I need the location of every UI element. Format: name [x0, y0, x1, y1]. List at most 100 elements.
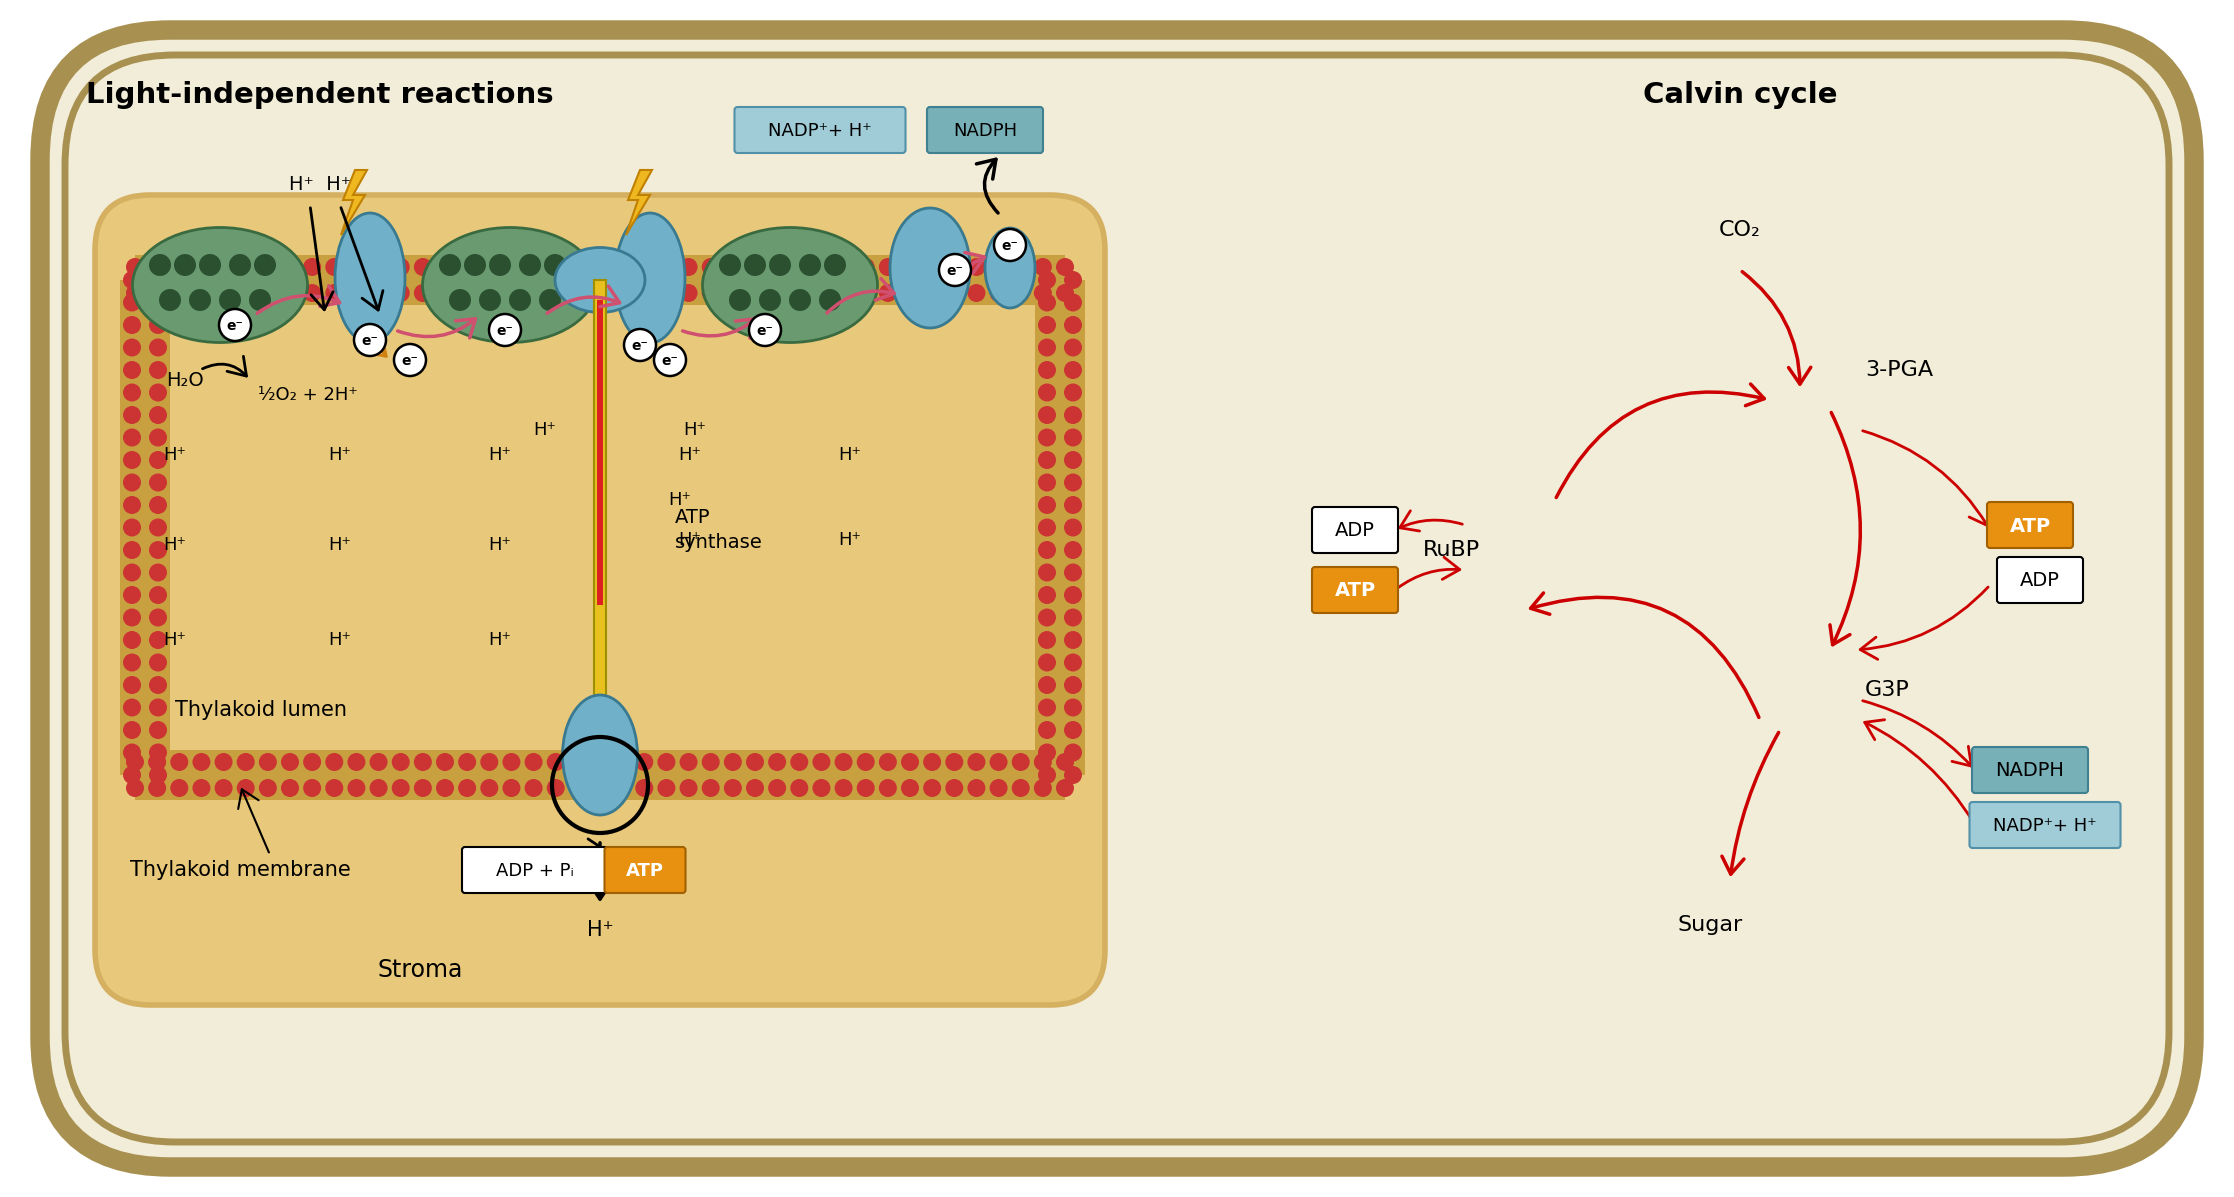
Circle shape [125, 284, 143, 302]
Circle shape [655, 344, 686, 376]
Circle shape [1063, 518, 1081, 536]
Circle shape [458, 284, 476, 302]
Circle shape [413, 259, 431, 277]
Circle shape [1012, 259, 1030, 277]
Circle shape [612, 284, 632, 302]
Text: Sugar: Sugar [1678, 915, 1743, 935]
Circle shape [679, 284, 697, 302]
Circle shape [281, 779, 299, 797]
Circle shape [369, 284, 386, 302]
Circle shape [1039, 631, 1057, 649]
Text: G3P: G3P [1865, 680, 1910, 700]
Circle shape [856, 779, 876, 797]
FancyBboxPatch shape [1311, 567, 1398, 613]
Circle shape [990, 779, 1008, 797]
Circle shape [900, 753, 918, 771]
Text: H⁺  H⁺: H⁺ H⁺ [288, 176, 351, 194]
Circle shape [458, 779, 476, 797]
Circle shape [150, 608, 168, 626]
Circle shape [1063, 564, 1081, 582]
Circle shape [123, 721, 141, 739]
Circle shape [657, 284, 675, 302]
Circle shape [923, 284, 941, 302]
Circle shape [255, 254, 277, 277]
Bar [134, 255, 1066, 305]
Circle shape [413, 284, 431, 302]
Circle shape [679, 779, 697, 797]
Ellipse shape [554, 248, 646, 312]
Circle shape [612, 779, 632, 797]
Circle shape [326, 259, 344, 277]
Ellipse shape [614, 213, 686, 344]
Circle shape [856, 259, 876, 277]
Text: ATP: ATP [626, 862, 663, 880]
Circle shape [503, 779, 521, 797]
Text: H⁺: H⁺ [163, 446, 185, 464]
FancyBboxPatch shape [96, 195, 1106, 1005]
Circle shape [349, 753, 366, 771]
Circle shape [326, 284, 344, 302]
Text: H⁺: H⁺ [163, 536, 185, 554]
Circle shape [634, 753, 652, 771]
FancyBboxPatch shape [40, 30, 2194, 1167]
Circle shape [1063, 293, 1081, 311]
Circle shape [768, 259, 786, 277]
Circle shape [1039, 721, 1057, 739]
Circle shape [150, 293, 168, 311]
Circle shape [391, 779, 409, 797]
Circle shape [190, 288, 210, 311]
Circle shape [259, 259, 277, 277]
Circle shape [623, 329, 657, 361]
Text: ADP: ADP [1336, 522, 1374, 541]
FancyBboxPatch shape [462, 847, 608, 893]
Circle shape [150, 541, 168, 559]
Circle shape [123, 451, 141, 469]
Ellipse shape [701, 227, 878, 342]
Text: H⁺: H⁺ [489, 631, 512, 649]
Circle shape [150, 631, 168, 649]
Circle shape [1063, 721, 1081, 739]
Circle shape [150, 654, 168, 672]
Circle shape [150, 339, 168, 357]
Circle shape [813, 753, 831, 771]
Circle shape [259, 284, 277, 302]
Circle shape [413, 753, 431, 771]
Circle shape [878, 753, 896, 771]
Circle shape [123, 699, 141, 717]
Circle shape [123, 339, 141, 357]
Circle shape [125, 753, 143, 771]
Circle shape [248, 288, 270, 311]
Circle shape [147, 779, 165, 797]
Circle shape [1063, 451, 1081, 469]
Circle shape [701, 284, 719, 302]
Circle shape [230, 254, 250, 277]
Circle shape [353, 324, 386, 356]
Ellipse shape [335, 213, 404, 344]
Circle shape [1039, 383, 1057, 401]
Text: e⁻: e⁻ [362, 334, 378, 348]
Circle shape [369, 753, 386, 771]
Circle shape [1057, 779, 1075, 797]
Circle shape [878, 284, 896, 302]
Circle shape [592, 284, 610, 302]
Circle shape [1063, 383, 1081, 401]
Circle shape [281, 284, 299, 302]
Circle shape [1063, 631, 1081, 649]
Text: H⁺: H⁺ [838, 531, 862, 549]
Circle shape [634, 259, 652, 277]
Circle shape [150, 271, 168, 288]
Circle shape [304, 284, 322, 302]
Circle shape [938, 254, 972, 286]
FancyBboxPatch shape [1311, 508, 1398, 553]
Circle shape [237, 753, 255, 771]
Circle shape [1012, 779, 1030, 797]
Circle shape [219, 309, 250, 341]
Text: e⁻: e⁻ [757, 324, 773, 338]
Text: NADP⁺+ H⁺: NADP⁺+ H⁺ [768, 122, 871, 140]
Circle shape [994, 229, 1025, 261]
Circle shape [123, 383, 141, 401]
Circle shape [1039, 316, 1057, 334]
Circle shape [480, 259, 498, 277]
Circle shape [1063, 496, 1081, 514]
Text: H₂O: H₂O [165, 371, 203, 389]
